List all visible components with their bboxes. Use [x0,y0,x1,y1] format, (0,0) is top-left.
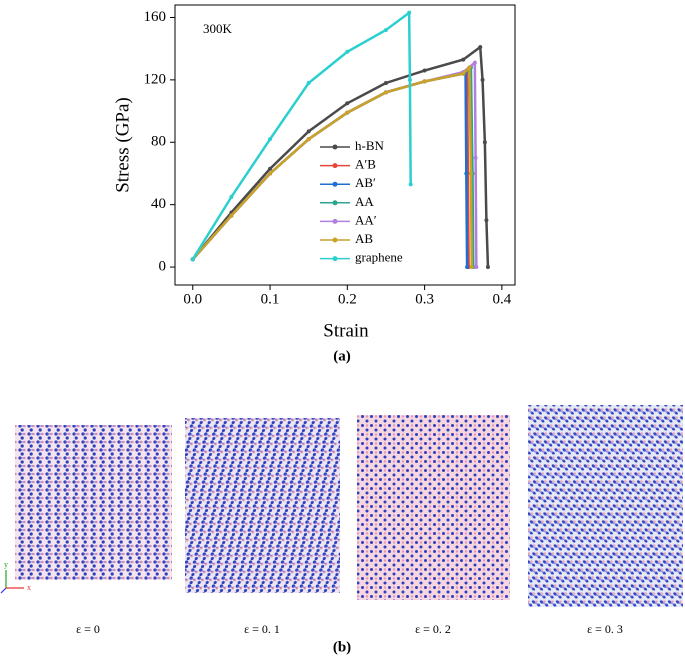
axis-label: y [4,560,8,569]
point [306,80,311,85]
point [484,218,489,223]
point [408,182,413,187]
series-line [191,69,469,268]
legend-marker [332,218,338,224]
point [485,265,490,270]
legend-marker [332,200,338,206]
snapshot-image [357,415,510,600]
point [465,265,470,270]
snapshot-image [185,418,340,593]
legend-label: AA′ [355,212,377,227]
axis-triad: x y [0,560,31,594]
point [229,213,234,218]
legend-label: A′B [355,157,376,172]
point [480,77,485,82]
point [306,137,311,142]
series-line [191,64,475,268]
point [467,65,472,70]
point [422,79,427,84]
point [468,171,473,176]
point [306,129,311,134]
point [464,171,469,176]
legend-label: AA [355,194,374,209]
point [268,137,273,142]
legend-label: AB [355,231,373,246]
legend-marker [332,237,338,243]
series-line [191,67,470,268]
point [482,140,487,145]
point [268,171,273,176]
snapshot-caption: ε = 0. 1 [244,622,280,636]
y-tick-label: 120 [144,71,167,87]
point [474,265,479,270]
panel-label: (b) [333,639,351,655]
x-tick-label: 0.0 [183,291,202,307]
snapshot-caption: ε = 0. 3 [587,622,623,636]
series-line [191,44,490,268]
x-tick-label: 0.1 [261,291,280,307]
point [473,155,478,160]
point [345,110,350,115]
axis-label: x [27,583,31,592]
point [345,101,350,106]
snapshot-caption: ε = 0. 2 [415,622,451,636]
x-tick-label: 0.3 [415,291,434,307]
legend-marker [332,181,338,187]
point [229,194,234,199]
legend-marker [332,256,338,262]
annotation: 300K [203,21,233,36]
legend-label: h-BN [355,138,385,153]
point [461,71,466,76]
y-tick-label: 160 [144,9,167,25]
legend-marker [332,163,338,169]
plot-frame [174,4,516,286]
x-axis-label: Strain [323,320,369,341]
y-tick-label: 40 [151,196,166,212]
snapshot-image [528,405,683,607]
point [478,45,483,50]
point [461,57,466,62]
point [345,49,350,54]
y-tick-label: 80 [151,134,166,150]
panel-label: (a) [333,348,351,364]
legend-marker [332,144,338,150]
x-tick-label: 0.4 [492,291,511,307]
point [422,68,427,73]
point [407,10,412,15]
series-line [191,64,473,268]
point [472,60,477,65]
point [383,90,388,95]
point [190,257,195,262]
point [383,27,388,32]
legend-label: AB′ [355,175,376,190]
point [469,265,474,270]
snapshot-caption: ε = 0 [76,622,100,636]
snapshot-image [15,425,172,580]
point [383,80,388,85]
point [407,77,412,82]
y-tick-label: 0 [159,258,167,274]
x-tick-label: 0.2 [338,291,357,307]
y-axis-label: Stress (GPa) [112,97,133,193]
point [268,166,273,171]
legend-label: graphene [355,250,403,265]
